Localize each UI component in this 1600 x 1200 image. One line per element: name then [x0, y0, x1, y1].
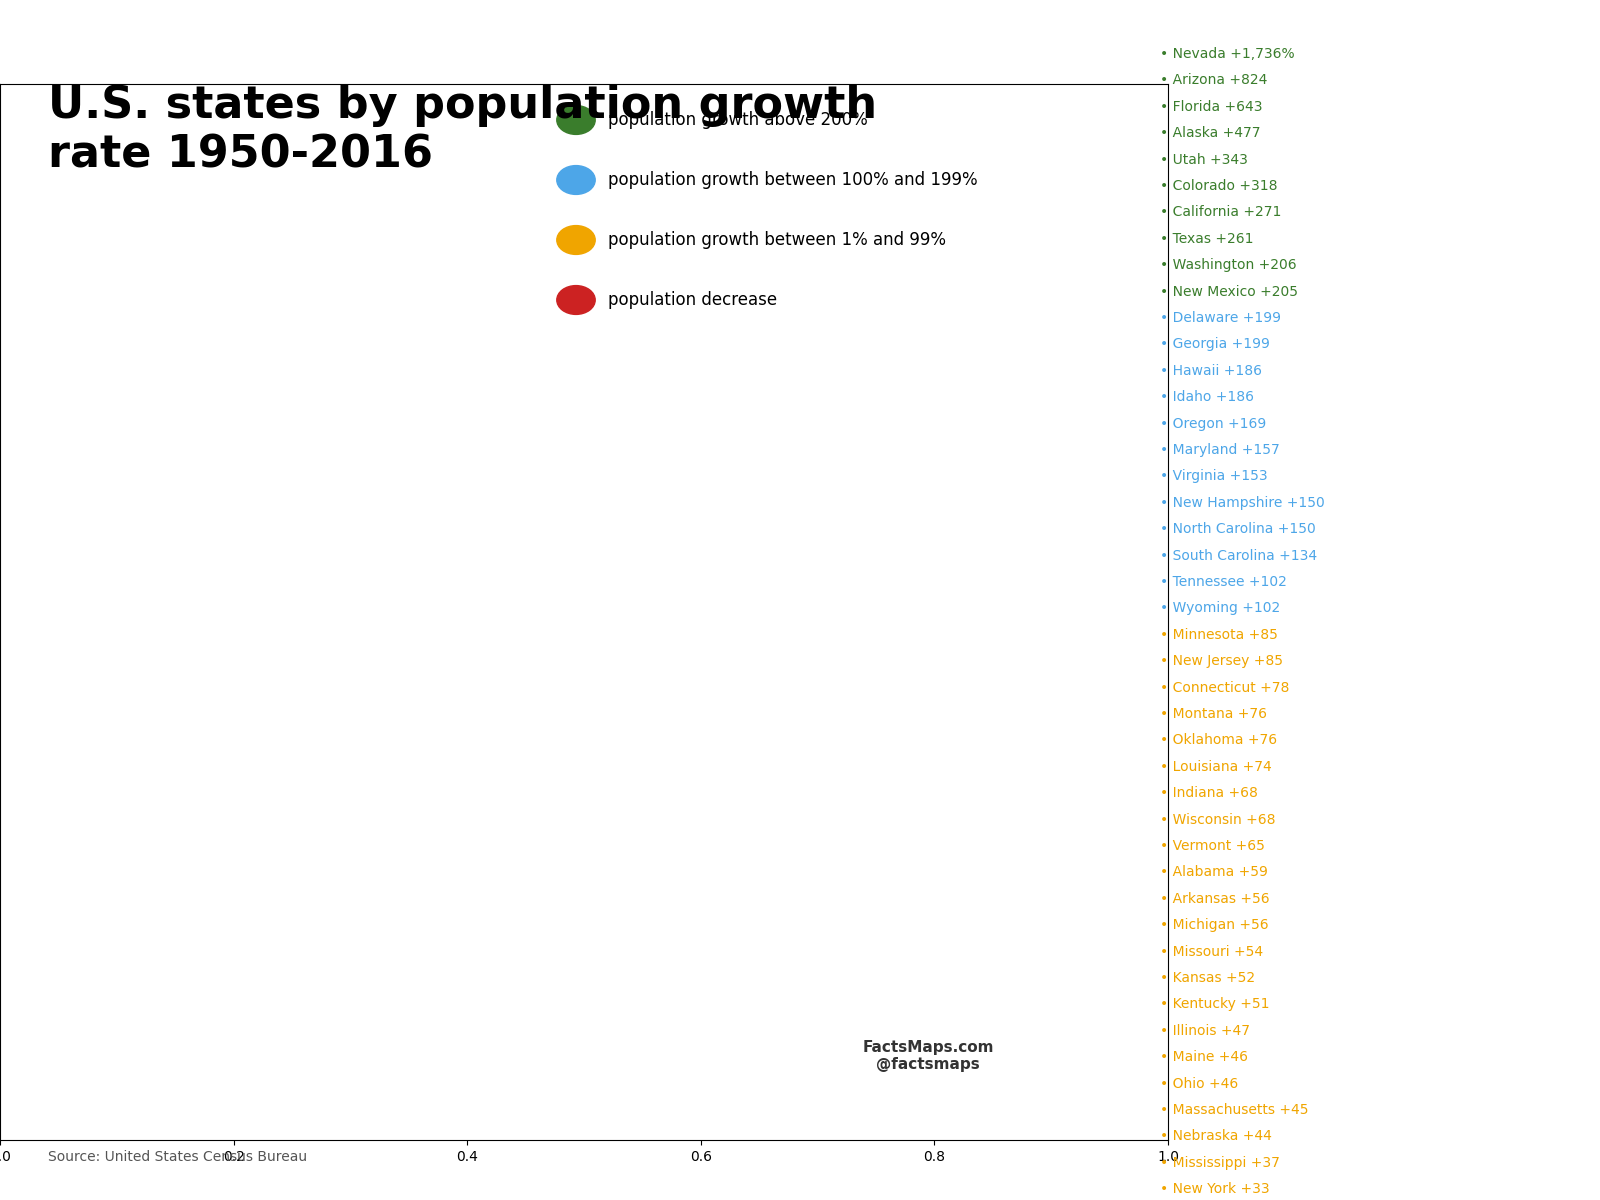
- Text: • Louisiana +74: • Louisiana +74: [1160, 760, 1272, 774]
- Text: • Minnesota +85: • Minnesota +85: [1160, 628, 1278, 642]
- Text: • Nebraska +44: • Nebraska +44: [1160, 1129, 1272, 1144]
- Text: Source: United States Census Bureau: Source: United States Census Bureau: [48, 1150, 307, 1164]
- Text: • South Carolina +134: • South Carolina +134: [1160, 548, 1317, 563]
- Text: • Vermont +65: • Vermont +65: [1160, 839, 1266, 853]
- Text: • Nevada +1,736%: • Nevada +1,736%: [1160, 47, 1294, 61]
- Text: • Tennessee +102: • Tennessee +102: [1160, 575, 1286, 589]
- Text: • Idaho +186: • Idaho +186: [1160, 390, 1254, 404]
- Text: • Maryland +157: • Maryland +157: [1160, 443, 1280, 457]
- Text: • Utah +343: • Utah +343: [1160, 152, 1248, 167]
- Text: • Massachusetts +45: • Massachusetts +45: [1160, 1103, 1309, 1117]
- Text: • Montana +76: • Montana +76: [1160, 707, 1267, 721]
- Text: • Texas +261: • Texas +261: [1160, 232, 1253, 246]
- Text: • Wyoming +102: • Wyoming +102: [1160, 601, 1280, 616]
- Text: • Mississippi +37: • Mississippi +37: [1160, 1156, 1280, 1170]
- Text: • New York +33: • New York +33: [1160, 1182, 1270, 1196]
- Text: • Delaware +199: • Delaware +199: [1160, 311, 1282, 325]
- Text: • New Jersey +85: • New Jersey +85: [1160, 654, 1283, 668]
- Text: • Missouri +54: • Missouri +54: [1160, 944, 1262, 959]
- Text: • Kentucky +51: • Kentucky +51: [1160, 997, 1269, 1012]
- Text: • Connecticut +78: • Connecticut +78: [1160, 680, 1290, 695]
- Text: • Virginia +153: • Virginia +153: [1160, 469, 1267, 484]
- Text: • Michigan +56: • Michigan +56: [1160, 918, 1269, 932]
- Text: • Maine +46: • Maine +46: [1160, 1050, 1248, 1064]
- Text: • Hawaii +186: • Hawaii +186: [1160, 364, 1262, 378]
- Text: • Georgia +199: • Georgia +199: [1160, 337, 1270, 352]
- Text: • Washington +206: • Washington +206: [1160, 258, 1296, 272]
- Text: population decrease: population decrease: [608, 290, 778, 308]
- Text: • Kansas +52: • Kansas +52: [1160, 971, 1254, 985]
- Text: • Alabama +59: • Alabama +59: [1160, 865, 1267, 880]
- Text: • Arkansas +56: • Arkansas +56: [1160, 892, 1270, 906]
- Text: • New Mexico +205: • New Mexico +205: [1160, 284, 1298, 299]
- Text: • North Carolina +150: • North Carolina +150: [1160, 522, 1315, 536]
- Text: • Illinois +47: • Illinois +47: [1160, 1024, 1250, 1038]
- Text: • Alaska +477: • Alaska +477: [1160, 126, 1261, 140]
- Text: • Indiana +68: • Indiana +68: [1160, 786, 1258, 800]
- Text: • Colorado +318: • Colorado +318: [1160, 179, 1277, 193]
- Text: • New Hampshire +150: • New Hampshire +150: [1160, 496, 1325, 510]
- Text: FactsMaps.com
@factsmaps: FactsMaps.com @factsmaps: [862, 1039, 994, 1073]
- Text: • Arizona +824: • Arizona +824: [1160, 73, 1267, 88]
- Text: • California +271: • California +271: [1160, 205, 1282, 220]
- Text: • Oregon +169: • Oregon +169: [1160, 416, 1266, 431]
- Text: population growth between 100% and 199%: population growth between 100% and 199%: [608, 170, 978, 188]
- Text: population growth above 200%: population growth above 200%: [608, 110, 867, 128]
- Text: • Florida +643: • Florida +643: [1160, 100, 1262, 114]
- Text: • Ohio +46: • Ohio +46: [1160, 1076, 1238, 1091]
- Text: population growth between 1% and 99%: population growth between 1% and 99%: [608, 230, 946, 248]
- Text: U.S. states by population growth
rate 1950-2016: U.S. states by population growth rate 19…: [48, 84, 877, 176]
- Text: • Oklahoma +76: • Oklahoma +76: [1160, 733, 1277, 748]
- Text: • Wisconsin +68: • Wisconsin +68: [1160, 812, 1275, 827]
